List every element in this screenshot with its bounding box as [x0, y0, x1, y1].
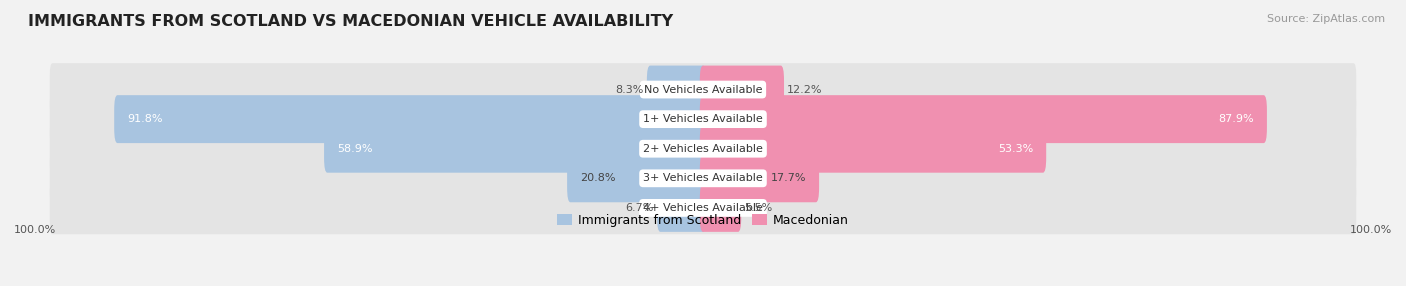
Text: 17.7%: 17.7%	[770, 173, 807, 183]
Text: 20.8%: 20.8%	[579, 173, 616, 183]
Text: 58.9%: 58.9%	[337, 144, 373, 154]
Text: 6.7%: 6.7%	[626, 203, 654, 213]
Text: 3+ Vehicles Available: 3+ Vehicles Available	[643, 173, 763, 183]
FancyBboxPatch shape	[700, 65, 785, 114]
FancyBboxPatch shape	[700, 95, 1267, 143]
FancyBboxPatch shape	[49, 152, 1357, 205]
Text: 4+ Vehicles Available: 4+ Vehicles Available	[643, 203, 763, 213]
Text: 1+ Vehicles Available: 1+ Vehicles Available	[643, 114, 763, 124]
FancyBboxPatch shape	[325, 125, 706, 173]
FancyBboxPatch shape	[657, 184, 706, 232]
Text: 12.2%: 12.2%	[787, 85, 823, 95]
Text: 87.9%: 87.9%	[1219, 114, 1254, 124]
Text: 53.3%: 53.3%	[998, 144, 1033, 154]
FancyBboxPatch shape	[114, 95, 706, 143]
FancyBboxPatch shape	[647, 65, 706, 114]
FancyBboxPatch shape	[49, 182, 1357, 234]
Text: IMMIGRANTS FROM SCOTLAND VS MACEDONIAN VEHICLE AVAILABILITY: IMMIGRANTS FROM SCOTLAND VS MACEDONIAN V…	[28, 14, 673, 29]
Text: 91.8%: 91.8%	[127, 114, 163, 124]
FancyBboxPatch shape	[700, 184, 741, 232]
FancyBboxPatch shape	[700, 125, 1046, 173]
Text: 8.3%: 8.3%	[616, 85, 644, 95]
Text: Source: ZipAtlas.com: Source: ZipAtlas.com	[1267, 14, 1385, 24]
Text: 100.0%: 100.0%	[14, 225, 56, 235]
FancyBboxPatch shape	[567, 154, 706, 202]
FancyBboxPatch shape	[49, 93, 1357, 146]
Text: No Vehicles Available: No Vehicles Available	[644, 85, 762, 95]
FancyBboxPatch shape	[49, 122, 1357, 175]
Text: 5.5%: 5.5%	[744, 203, 773, 213]
Text: 100.0%: 100.0%	[1350, 225, 1392, 235]
Legend: Immigrants from Scotland, Macedonian: Immigrants from Scotland, Macedonian	[553, 209, 853, 232]
FancyBboxPatch shape	[49, 63, 1357, 116]
FancyBboxPatch shape	[700, 154, 820, 202]
Text: 2+ Vehicles Available: 2+ Vehicles Available	[643, 144, 763, 154]
